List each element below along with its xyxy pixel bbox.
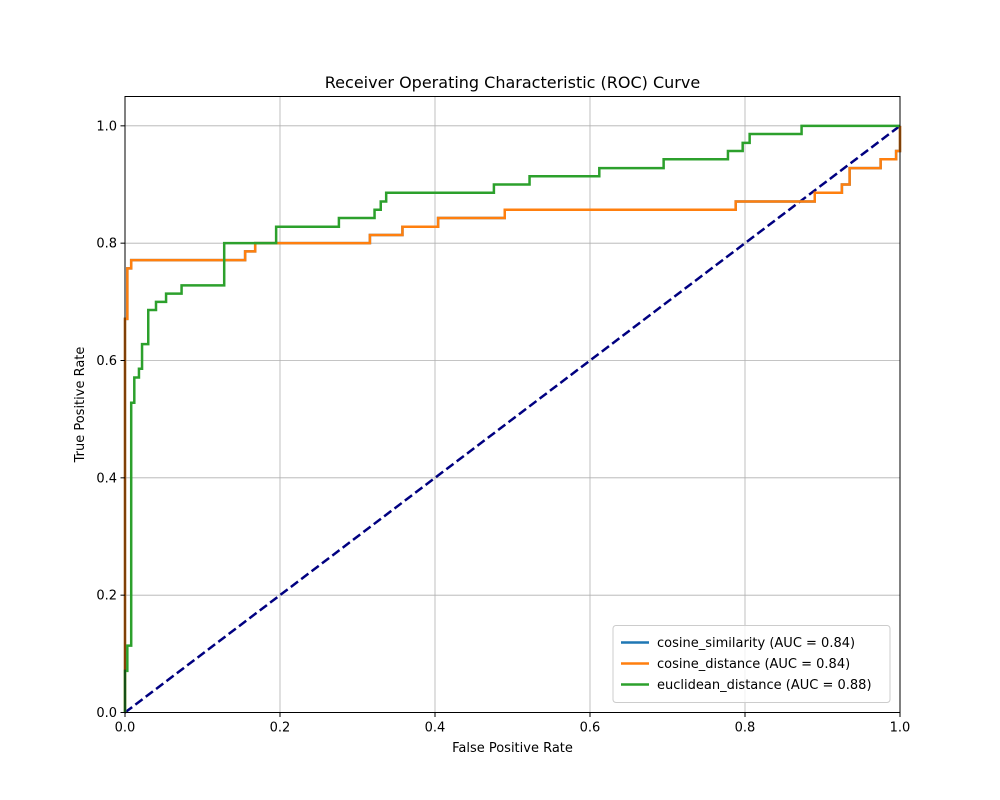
plot-frame	[124, 96, 901, 713]
x-tick-label: 0.4	[425, 721, 446, 736]
y-tick-label: 0.0	[96, 706, 117, 721]
series-line-3	[123, 124, 900, 713]
y-tick-label: 1.0	[96, 119, 117, 134]
legend-label-1: cosine_similarity (AUC = 0.84)	[657, 636, 855, 651]
x-axis-title: False Positive Rate	[452, 741, 573, 756]
legend-box	[612, 625, 891, 703]
y-tick-label: 0.8	[96, 237, 117, 252]
legend: cosine_similarity (AUC = 0.84) cosine_dis…	[612, 625, 891, 703]
legend-label-2: cosine_distance (AUC = 0.84)	[657, 657, 850, 672]
series-line-2	[123, 125, 902, 713]
ticks: 0.0 0.2 0.4 0.6 0.8 1.0 0.0 0.2 0.4 0.6 0.8 1.0	[96, 119, 910, 735]
y-tick-label: 0.6	[96, 354, 117, 369]
y-axis-title: True Positive Rate	[73, 347, 88, 464]
chance-diagonal-line	[124, 124, 901, 714]
chart-title: Receiver Operating Characteristic (ROC) …	[325, 73, 700, 92]
x-tick-label: 1.0	[890, 721, 911, 736]
reference-line-layer	[124, 124, 901, 714]
y-tick-label: 0.4	[96, 471, 117, 486]
grid	[124, 96, 901, 713]
x-tick-label: 0.6	[580, 721, 601, 736]
series-layer	[123, 124, 902, 713]
x-tick-label: 0.0	[115, 721, 136, 736]
x-tick-label: 0.8	[735, 721, 756, 736]
x-tick-label: 0.2	[270, 721, 291, 736]
legend-label-3: euclidean_distance (AUC = 0.88)	[657, 678, 872, 693]
y-tick-label: 0.2	[96, 589, 117, 604]
